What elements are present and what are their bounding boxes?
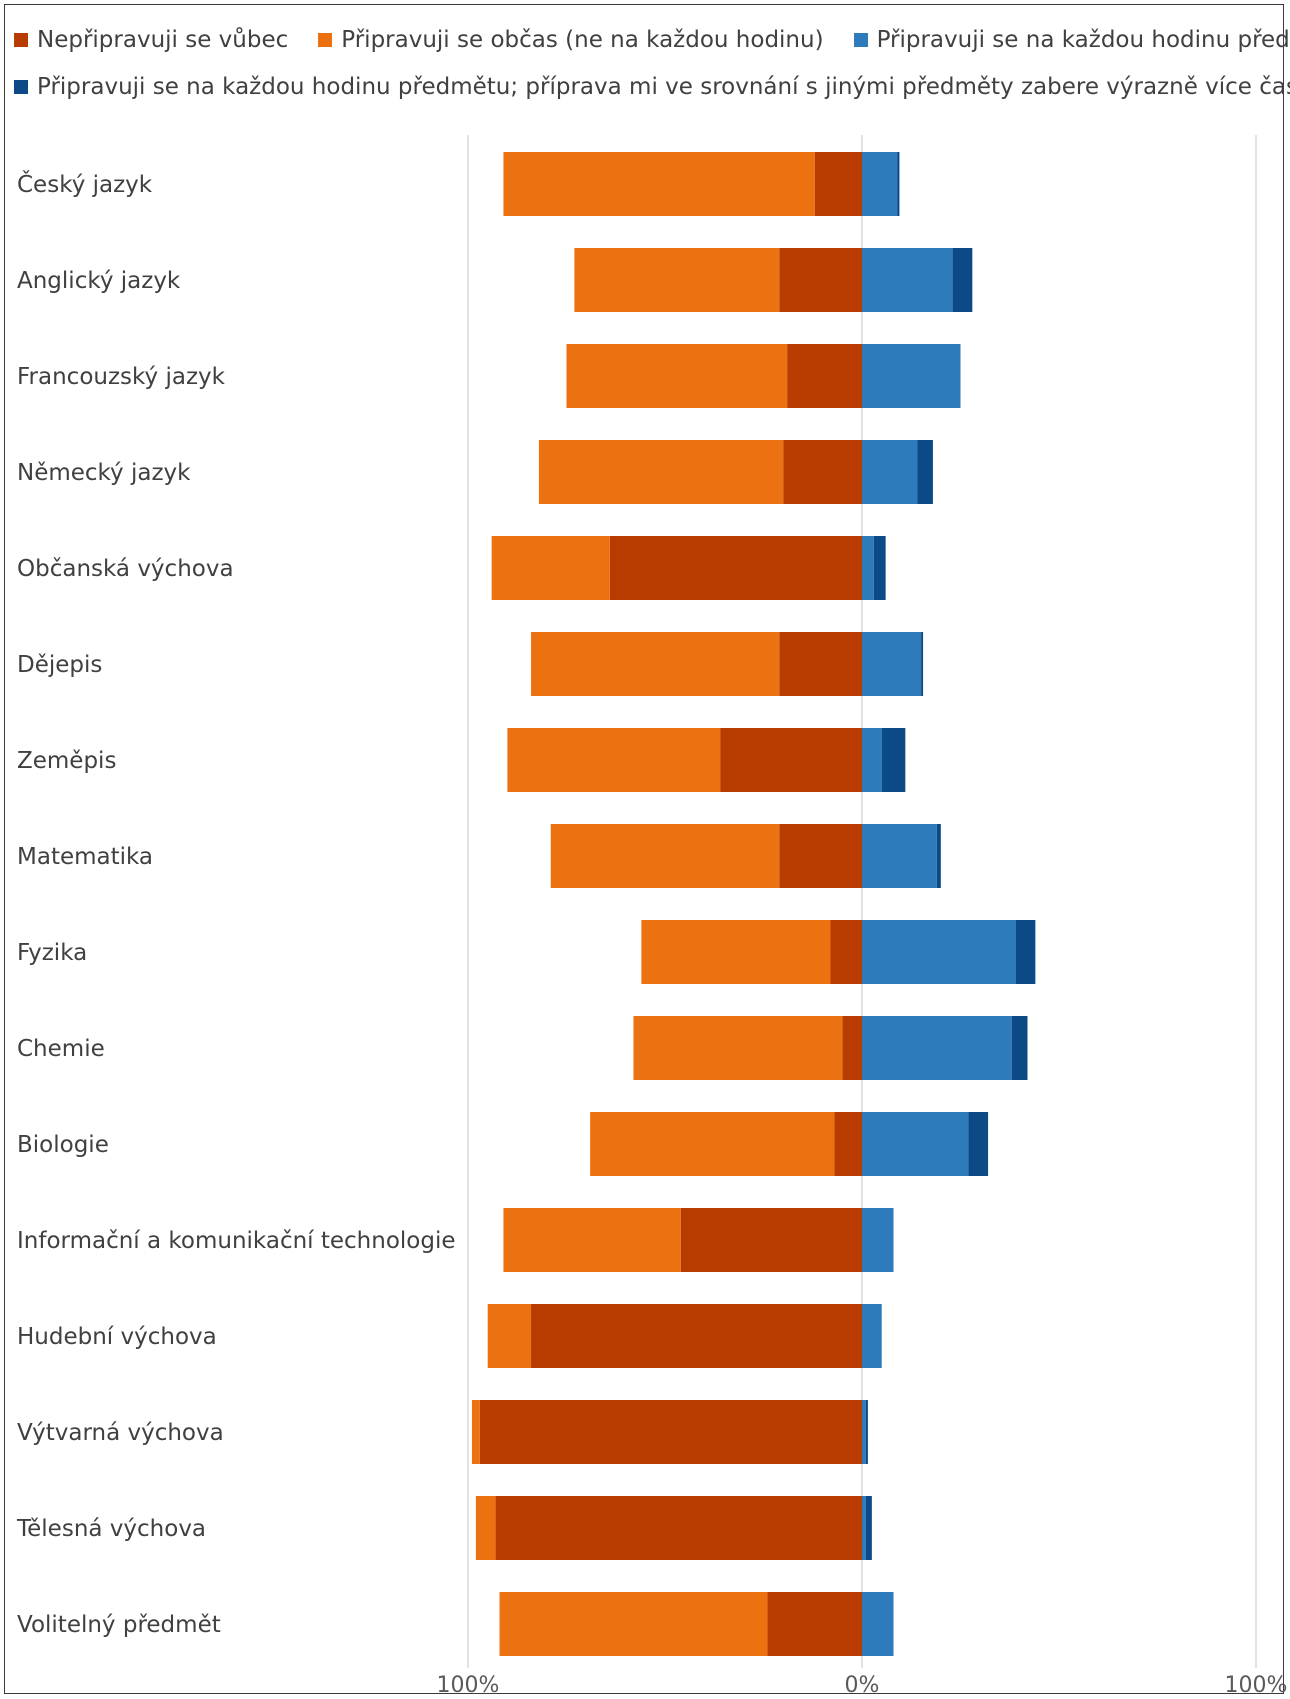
- legend-item-nepripravuji: Nepřipravuji se vůbec: [14, 27, 288, 53]
- bar-segment-2: [487, 1304, 532, 1368]
- bar-segment-3: [862, 248, 953, 312]
- bar-segment-3: [862, 344, 961, 408]
- bar-segment-1: [720, 728, 862, 792]
- bar-segment-3: [862, 632, 922, 696]
- category-label: Český jazyk: [17, 170, 153, 198]
- legend-swatch: [14, 33, 28, 47]
- bar-segment-4: [1011, 1016, 1028, 1080]
- bar-segment-3: [862, 152, 898, 216]
- category-label: Občanská výchova: [17, 556, 234, 582]
- category-label: Biologie: [17, 1132, 109, 1158]
- bar-segment-1: [479, 1400, 862, 1464]
- bar-segment-3: [862, 440, 918, 504]
- category-label: Matematika: [17, 844, 153, 870]
- bar-segment-3: [862, 1016, 1012, 1080]
- bar-segment-2: [475, 1496, 496, 1560]
- category-label: Tělesná výchova: [16, 1516, 206, 1542]
- legend-row-1: Nepřipravuji se vůbec Připravuji se obča…: [14, 24, 1290, 56]
- bar-segment-4: [968, 1112, 989, 1176]
- category-label: Německý jazyk: [17, 460, 191, 486]
- bar-segment-1: [609, 536, 862, 600]
- bar-segment-2: [590, 1112, 835, 1176]
- bar-segment-4: [865, 1400, 868, 1464]
- bar-segment-1: [842, 1016, 862, 1080]
- category-label: Chemie: [17, 1036, 105, 1062]
- bar-segment-4: [881, 728, 906, 792]
- bar-segment-2: [633, 1016, 843, 1080]
- bar-segment-3: [862, 728, 882, 792]
- bar-segment-2: [491, 536, 610, 600]
- bar-segment-1: [680, 1208, 862, 1272]
- bar-segment-2: [566, 344, 788, 408]
- bar-segment-3: [862, 536, 874, 600]
- bar-segment-2: [538, 440, 784, 504]
- bar-segment-2: [499, 1592, 768, 1656]
- bar-segment-1: [531, 1304, 862, 1368]
- legend-swatch: [853, 33, 868, 47]
- legend-label: Připravuji se občas (ne na každou hodinu…: [341, 27, 824, 53]
- legend-item-obcas: Připravuji se občas (ne na každou hodinu…: [318, 27, 824, 53]
- bar-segment-3: [862, 1400, 866, 1464]
- bar-segment-4: [936, 824, 941, 888]
- bar-segment-2: [550, 824, 780, 888]
- bar-segment-4: [865, 1496, 872, 1560]
- bar-segment-2: [471, 1400, 480, 1464]
- bar-segment-2: [531, 632, 780, 696]
- bar-segment-1: [787, 344, 862, 408]
- category-label: Fyzika: [17, 940, 87, 966]
- category-label: Výtvarná výchova: [17, 1420, 224, 1446]
- category-label: Zeměpis: [17, 748, 116, 774]
- bar-segment-1: [814, 152, 862, 216]
- bar-segment-3: [862, 920, 1016, 984]
- legend-label: Připravuji se na každou hodinu předmětu;…: [37, 74, 1290, 100]
- bar-segment-3: [862, 1592, 894, 1656]
- category-label: Volitelný předmět: [17, 1612, 221, 1638]
- bar-segment-4: [917, 440, 933, 504]
- legend-item-kazdou-hodinu: Připravuji se na každou hodinu předmětu: [853, 27, 1290, 53]
- legend-label: Připravuji se na každou hodinu předmětu: [876, 27, 1290, 53]
- x-tick-label: 0%: [845, 1673, 880, 1698]
- bar-segment-4: [873, 536, 886, 600]
- bar-segment-3: [862, 1496, 866, 1560]
- x-tick-label: 100%: [1225, 1673, 1288, 1698]
- bar-segment-2: [503, 152, 815, 216]
- x-tick-label: 100%: [437, 1673, 500, 1698]
- bar-segment-2: [641, 920, 831, 984]
- bar-segment-1: [779, 824, 862, 888]
- bar-segment-1: [783, 440, 862, 504]
- bar-segment-1: [767, 1592, 862, 1656]
- bar-segment-2: [503, 1208, 681, 1272]
- legend: Nepřipravuji se vůbec Připravuji se obča…: [14, 24, 1290, 118]
- bar-segment-1: [830, 920, 862, 984]
- bar-segment-3: [862, 1112, 969, 1176]
- legend-swatch: [14, 80, 28, 94]
- bar-segment-4: [1015, 920, 1036, 984]
- category-label: Informační a komunikační technologie: [17, 1228, 456, 1254]
- category-label: Anglický jazyk: [17, 268, 181, 294]
- bar-segment-3: [862, 1304, 882, 1368]
- bar-segment-1: [834, 1112, 862, 1176]
- legend-label: Nepřipravuji se vůbec: [37, 27, 289, 53]
- bar-segment-2: [574, 248, 780, 312]
- bar-segment-2: [507, 728, 721, 792]
- bar-segment-1: [779, 248, 862, 312]
- legend-item-vice-casu: Připravuji se na každou hodinu předmětu;…: [14, 74, 1290, 100]
- bar-segment-3: [862, 1208, 894, 1272]
- category-label: Dějepis: [17, 652, 102, 678]
- bar-segment-4: [897, 152, 900, 216]
- bar-segment-4: [921, 632, 924, 696]
- bar-segment-1: [495, 1496, 862, 1560]
- category-label: Francouzský jazyk: [17, 364, 226, 390]
- legend-row-2: Připravuji se na každou hodinu předmětu;…: [14, 71, 1290, 103]
- legend-swatch: [318, 33, 333, 47]
- bar-segment-1: [779, 632, 862, 696]
- bar-segment-3: [862, 824, 937, 888]
- bar-segment-4: [952, 248, 973, 312]
- category-label: Hudební výchova: [17, 1324, 217, 1350]
